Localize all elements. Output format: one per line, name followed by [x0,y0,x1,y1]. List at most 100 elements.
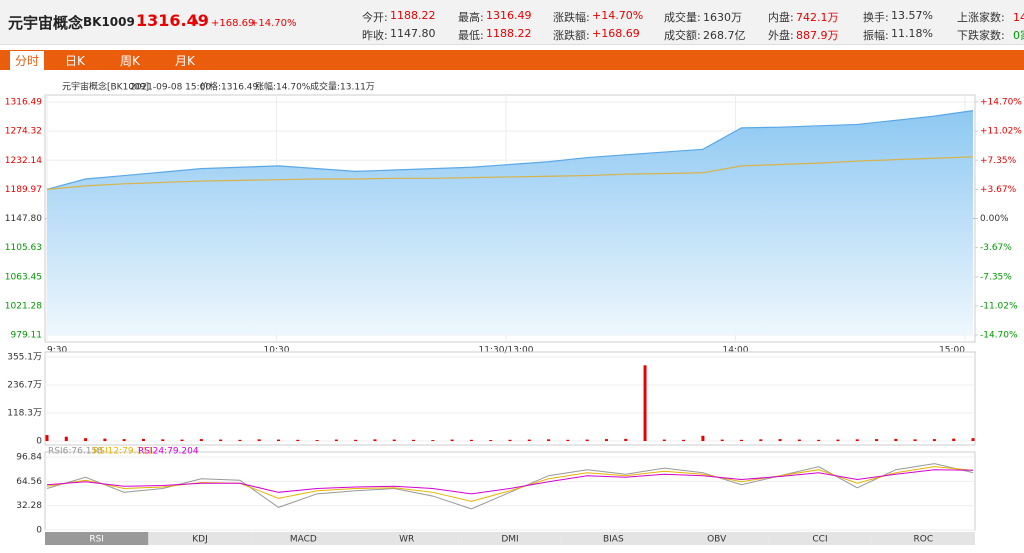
volume-bar [141,438,145,441]
volume-bar [103,438,107,441]
stat-label: 振幅: [863,29,889,42]
indicator-tab [148,532,252,545]
y-tick-label: 0 [36,437,42,447]
indicator-tab-label[interactable]: DMI [501,535,518,545]
indicator-tab-label[interactable]: MACD [290,535,317,545]
stat-label: 成交量: [664,11,701,24]
x-tick-label: 14:00 [723,346,749,356]
volume-bar [759,439,763,441]
stat-value: 14家 [1013,11,1024,24]
y-tick-label: 1021.28 [5,301,42,311]
volume-bar [277,439,280,441]
change-pct: +14.70% [250,18,297,29]
x-tick-label: 9:30 [47,346,67,356]
stat-value: 742.1万 [796,11,839,24]
stat-value: 1316.49 [486,9,532,22]
stat-value: 887.9万 [796,29,839,42]
volume-bar [585,439,589,441]
tab[interactable]: 分时 [10,51,45,70]
y-tick-label: 118.3万 [7,409,42,419]
indicator-tab-label[interactable]: ROC [914,535,934,545]
indicator-tab [561,532,665,545]
stat-label: 昨收: [362,29,388,42]
indicator-tab [251,532,355,545]
y2-tick-label: +3.67% [980,185,1017,195]
y-tick-label: 64.56 [16,477,42,487]
volume-bar [84,438,88,441]
y-tick-label: 32.28 [16,501,42,511]
volume-bar [431,440,435,441]
y-tick-label: 355.1万 [7,353,42,363]
header: 元宇宙概念 BK1009 1316.49 ▲ +168.69 +14.70% 今… [0,0,1024,45]
stat-label: 换手: [863,11,889,24]
y2-tick-label: +11.02% [980,127,1022,137]
volume-bar [64,436,68,441]
y2-tick-label: 0.00% [980,214,1009,224]
charts: 元宇宙概念[BK1009]2021-09-08 15:00价格:1316.49涨… [5,81,1022,545]
volume-bar [797,439,801,441]
price: 1316.49 [136,11,209,30]
volume-bar [122,439,126,441]
legend-entry: RSI12:79.111 [93,447,154,457]
stock-name: 元宇宙概念 [8,14,84,32]
volume-bar [662,439,666,441]
volume-bar [199,439,203,441]
info-text: 成交量:13.11万 [310,81,375,93]
indicator-tab-label[interactable]: BIAS [603,535,624,545]
tab[interactable]: 周K [120,54,140,68]
y-tick-label: 1274.32 [5,127,42,137]
x-tick-label: 11:30/13:00 [479,346,534,356]
volume-bar [836,439,840,441]
price-area [47,110,973,335]
volume-bar [971,438,975,441]
info-text: 元宇宙概念[BK1009] [62,81,149,93]
y-tick-label: 1232.14 [5,156,42,166]
stat-value: 1188.22 [390,9,436,22]
volume-bar [740,439,743,441]
y-tick-label: 0 [36,526,42,536]
y-tick-label: 1147.80 [5,214,42,224]
stock-code: BK1009 [83,15,135,29]
rsi-line [46,469,974,495]
volume-bar [604,439,608,441]
volume-bar [315,440,319,441]
indicator-tab-label[interactable]: OBV [707,535,727,545]
stat-label: 外盘: [768,29,794,42]
x-tick-label: 10:30 [264,346,290,356]
panel-frame [44,351,976,446]
indicator-tab-label[interactable]: KDJ [192,535,208,545]
y2-tick-label: -7.35% [980,272,1012,282]
tab[interactable]: 日K [65,54,85,68]
volume-bar [354,439,358,441]
y2-tick-label: -14.70% [980,331,1018,341]
volume-bar [412,439,416,441]
legend-entry: RSI24:79.204 [138,447,199,457]
volume-bar [778,439,782,441]
volume-bar [875,439,879,441]
avg-line [46,156,974,190]
stat-label: 涨跌额: [553,29,590,42]
stat-label: 涨跌幅: [553,11,590,24]
volume-bar [643,365,647,441]
volume-bar [219,439,223,441]
up-arrow: ▲ [191,15,199,26]
volume-bar [682,439,686,441]
volume-bar [489,440,493,441]
tab[interactable]: 月K [175,54,195,68]
stat-value: 13.57% [891,9,933,22]
info-text: 涨幅:14.70% [255,81,311,93]
indicator-tab-label[interactable]: WR [399,535,414,545]
y-tick-label: 979.11 [11,331,43,341]
info-text: 2021-09-08 15:00 [130,83,211,93]
rsi-line [46,466,974,502]
volume-bar [180,439,184,441]
volume-bar [392,439,396,441]
indicator-tab-label[interactable]: CCI [812,535,827,545]
volume-bar [894,438,898,441]
volume-bar [334,439,338,441]
rsi-line [46,463,974,510]
x-tick-label: 15:00 [939,346,965,356]
indicator-tab-label[interactable]: RSI [89,535,104,545]
volume-bar [624,438,628,441]
indicator-tab [355,532,459,545]
